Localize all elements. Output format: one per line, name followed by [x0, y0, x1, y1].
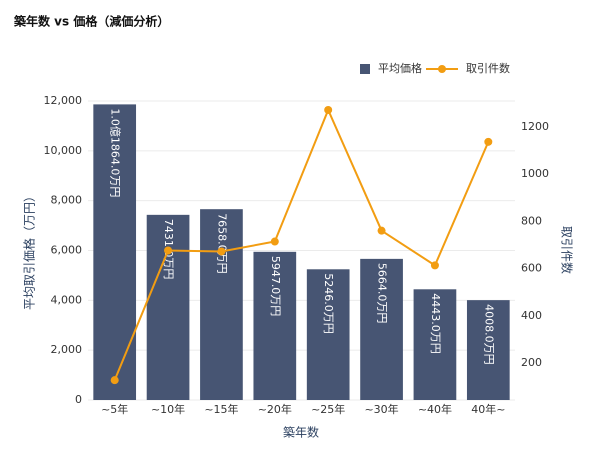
- bar: [360, 258, 403, 400]
- point: [324, 105, 333, 114]
- y2-tick-label: 1000: [521, 167, 549, 180]
- y2-tick-label: 800: [521, 214, 542, 227]
- y-tick-label: 2,000: [51, 343, 83, 356]
- point: [164, 246, 173, 255]
- x-tick-label: 40年~: [471, 402, 505, 416]
- value-label: 5947.0万円: [269, 256, 282, 317]
- y-tick-label: 6,000: [51, 244, 83, 257]
- bar: [200, 209, 243, 400]
- y-tick-label: 4,000: [51, 293, 83, 306]
- bar: [413, 289, 457, 400]
- chart-title: 築年数 vs 価格（減価分析）: [13, 14, 169, 29]
- x-tick-label: ~15年: [204, 402, 238, 416]
- bar: [306, 269, 350, 400]
- bar: [146, 214, 190, 400]
- point: [270, 237, 279, 246]
- x-tick-label: ~5年: [101, 402, 128, 416]
- legend-label: 取引件数: [466, 61, 510, 75]
- x-tick-label: ~20年: [258, 402, 292, 416]
- point: [377, 226, 386, 235]
- point: [430, 261, 439, 270]
- value-label: 5664.0万円: [376, 263, 389, 324]
- value-label: 5246.0万円: [322, 273, 335, 334]
- legend-swatch: [360, 64, 370, 74]
- y2-axis-title: 取引件数: [560, 226, 575, 274]
- y-tick-label: 8,000: [51, 194, 83, 207]
- y2-tick-label: 1200: [521, 120, 549, 133]
- x-tick-label: ~10年: [151, 402, 185, 416]
- x-axis-title: 築年数: [283, 425, 319, 440]
- x-tick-label: ~25年: [311, 402, 345, 416]
- line: [113, 107, 490, 381]
- bar: [466, 300, 510, 400]
- point: [484, 137, 493, 146]
- value-label: 1.0億1864.0万円: [109, 108, 122, 197]
- value-label: 7658.0万円: [215, 213, 228, 274]
- y-tick-label: 0: [75, 393, 82, 406]
- bar: [93, 104, 137, 400]
- value-label: 4008.0万円: [482, 304, 495, 365]
- value-label: 4443.0万円: [429, 293, 442, 354]
- point: [110, 376, 119, 385]
- y-tick-label: 12,000: [44, 94, 83, 107]
- point: [217, 247, 226, 256]
- legend-label: 平均価格: [378, 61, 422, 75]
- y2-tick-label: 600: [521, 262, 542, 275]
- y-axis-title: 平均取引価格（万円）: [22, 190, 37, 310]
- y-tick-label: 10,000: [44, 144, 83, 157]
- bar: [253, 251, 297, 400]
- x-tick-label: ~30年: [364, 402, 398, 416]
- y2-tick-label: 200: [521, 356, 542, 369]
- legend-swatch: [438, 65, 446, 73]
- x-tick-label: ~40年: [418, 402, 452, 416]
- y2-tick-label: 400: [521, 309, 542, 322]
